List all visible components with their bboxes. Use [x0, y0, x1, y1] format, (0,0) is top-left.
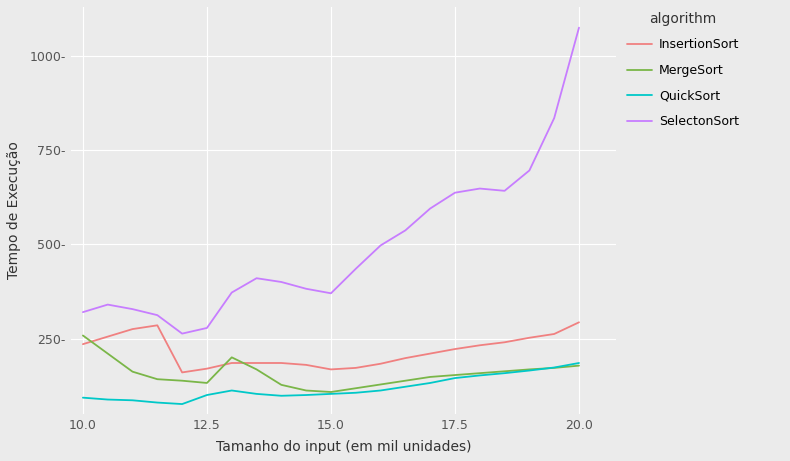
SelectonSort	[401, 228, 410, 233]
QuickSort	[550, 365, 559, 370]
InsertionSort	[450, 346, 460, 352]
InsertionSort	[128, 326, 137, 332]
SelectonSort	[426, 206, 435, 211]
QuickSort	[252, 391, 261, 396]
MergeSort	[103, 351, 112, 356]
MergeSort	[500, 368, 510, 374]
InsertionSort	[475, 343, 484, 348]
InsertionSort	[103, 334, 112, 339]
SelectonSort	[500, 188, 510, 194]
Line: InsertionSort: InsertionSort	[83, 322, 579, 372]
SelectonSort	[78, 309, 88, 315]
MergeSort	[302, 388, 311, 393]
MergeSort	[152, 377, 162, 382]
MergeSort	[351, 385, 360, 391]
QuickSort	[103, 397, 112, 402]
MergeSort	[252, 366, 261, 372]
MergeSort	[78, 333, 88, 338]
MergeSort	[128, 369, 137, 374]
SelectonSort	[103, 302, 112, 307]
QuickSort	[376, 388, 386, 393]
InsertionSort	[550, 331, 559, 337]
Line: SelectonSort: SelectonSort	[83, 28, 579, 334]
SelectonSort	[276, 279, 286, 285]
X-axis label: Tamanho do input (em mil unidades): Tamanho do input (em mil unidades)	[216, 440, 471, 454]
InsertionSort	[78, 342, 88, 347]
MergeSort	[178, 378, 187, 384]
QuickSort	[302, 392, 311, 398]
QuickSort	[351, 390, 360, 396]
QuickSort	[152, 400, 162, 405]
SelectonSort	[178, 331, 187, 337]
SelectonSort	[302, 286, 311, 291]
InsertionSort	[500, 339, 510, 345]
InsertionSort	[574, 319, 584, 325]
MergeSort	[227, 355, 236, 360]
Y-axis label: Tempo de Execução: Tempo de Execução	[7, 142, 21, 279]
QuickSort	[78, 395, 88, 401]
InsertionSort	[426, 351, 435, 356]
QuickSort	[525, 368, 534, 373]
MergeSort	[376, 382, 386, 387]
QuickSort	[401, 384, 410, 390]
SelectonSort	[574, 25, 584, 30]
SelectonSort	[152, 313, 162, 318]
SelectonSort	[550, 115, 559, 121]
MergeSort	[326, 389, 336, 395]
SelectonSort	[475, 186, 484, 191]
InsertionSort	[227, 360, 236, 366]
SelectonSort	[450, 190, 460, 195]
InsertionSort	[178, 370, 187, 375]
MergeSort	[450, 372, 460, 378]
QuickSort	[227, 388, 236, 393]
InsertionSort	[152, 323, 162, 328]
MergeSort	[475, 370, 484, 376]
QuickSort	[426, 380, 435, 386]
MergeSort	[550, 365, 559, 371]
SelectonSort	[128, 307, 137, 312]
QuickSort	[202, 392, 212, 398]
QuickSort	[500, 370, 510, 376]
MergeSort	[426, 374, 435, 380]
MergeSort	[202, 380, 212, 386]
InsertionSort	[302, 362, 311, 367]
MergeSort	[276, 382, 286, 388]
InsertionSort	[326, 366, 336, 372]
InsertionSort	[401, 355, 410, 361]
SelectonSort	[252, 276, 261, 281]
QuickSort	[475, 372, 484, 378]
Line: MergeSort: MergeSort	[83, 336, 579, 392]
QuickSort	[450, 375, 460, 381]
QuickSort	[276, 393, 286, 399]
SelectonSort	[525, 168, 534, 173]
SelectonSort	[202, 325, 212, 331]
Legend: InsertionSort, MergeSort, QuickSort, SelectonSort: InsertionSort, MergeSort, QuickSort, Sel…	[622, 7, 744, 133]
QuickSort	[128, 397, 137, 403]
MergeSort	[574, 363, 584, 368]
SelectonSort	[376, 242, 386, 248]
SelectonSort	[326, 290, 336, 296]
MergeSort	[401, 378, 410, 384]
InsertionSort	[276, 360, 286, 366]
InsertionSort	[525, 335, 534, 341]
Line: QuickSort: QuickSort	[83, 363, 579, 404]
QuickSort	[178, 401, 187, 407]
MergeSort	[525, 366, 534, 372]
InsertionSort	[376, 361, 386, 366]
InsertionSort	[252, 360, 261, 366]
QuickSort	[574, 360, 584, 366]
InsertionSort	[202, 366, 212, 372]
SelectonSort	[351, 266, 360, 272]
SelectonSort	[227, 290, 236, 296]
InsertionSort	[351, 365, 360, 371]
QuickSort	[326, 391, 336, 396]
